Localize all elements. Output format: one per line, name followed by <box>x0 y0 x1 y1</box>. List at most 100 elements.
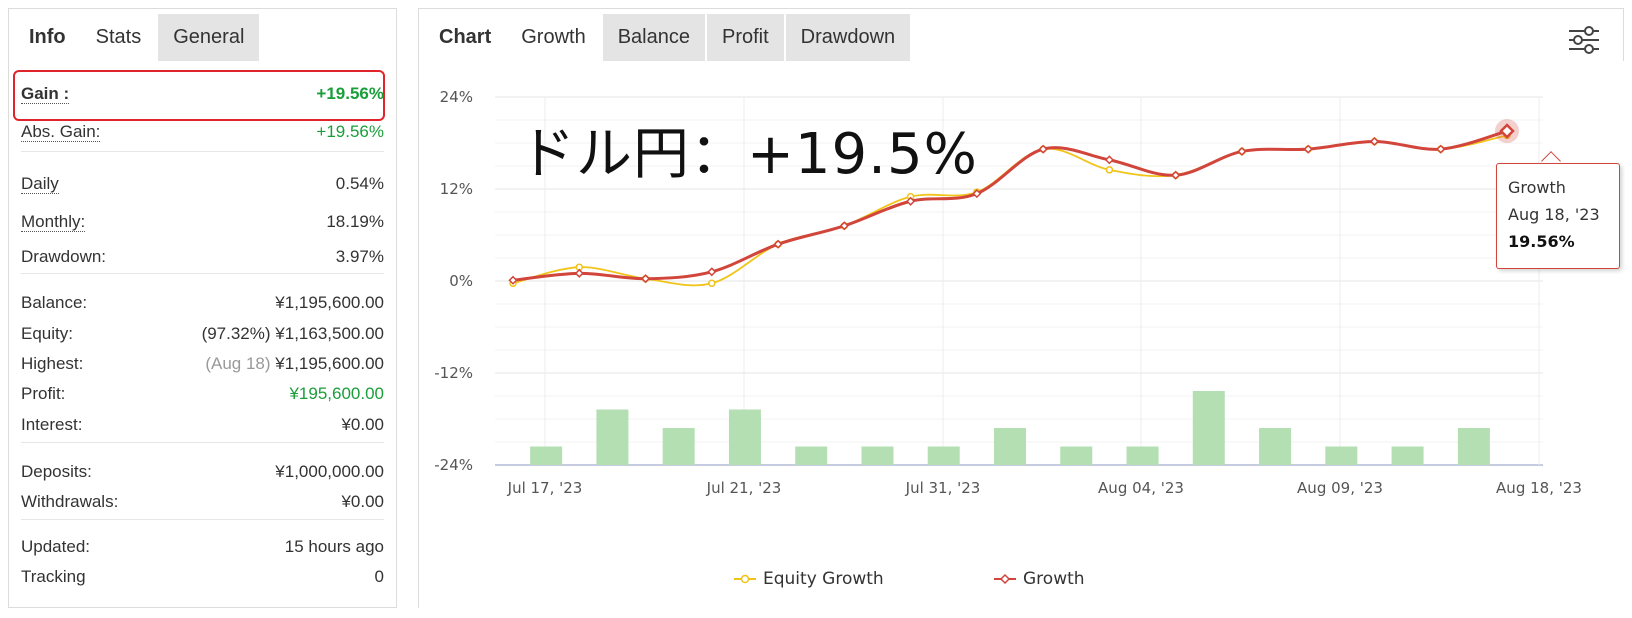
stat-row-monthly: Monthly: 18.19% <box>21 206 384 238</box>
profit-label: Profit: <box>21 384 66 403</box>
withdrawals-label: Withdrawals: <box>21 492 119 511</box>
x-tick-label: Jul 31, '23 <box>905 479 981 497</box>
stat-row-tracking: Tracking 0 <box>21 561 384 593</box>
left-tabbar: Info Stats General <box>9 9 260 61</box>
volume-bar <box>662 428 695 465</box>
gain-highlight-box <box>13 70 385 121</box>
y-tick-label: 0% <box>449 272 473 290</box>
gain-value: +19.56% <box>316 84 384 103</box>
growth-point <box>508 275 518 285</box>
y-tick-label: 24% <box>440 88 473 106</box>
growth-chart: 24% 12% 0% -12% -24% Jul 17, '23 Jul 21, '23 Ju… <box>419 61 1625 609</box>
overlay-title: ドル円：+19.5% <box>519 122 978 187</box>
divider <box>21 442 384 443</box>
growth-point <box>574 268 584 278</box>
tracking-value: 0 <box>374 567 384 586</box>
divider <box>21 519 384 520</box>
x-tick-label: Aug 18, '23 <box>1496 479 1582 497</box>
tab-drawdown[interactable]: Drawdown <box>785 14 911 61</box>
interest-value: ¥0.00 <box>341 415 384 434</box>
growth-point <box>839 221 849 231</box>
growth-chart-svg[interactable]: 24% 12% 0% -12% -24% Jul 17, '23 Jul 21, '23 Ju… <box>419 61 1625 609</box>
stat-row-daily: Daily 0.54% <box>21 168 384 200</box>
drawdown-label: Drawdown: <box>21 247 107 266</box>
x-tick-label: Jul 21, '23 <box>706 479 782 497</box>
tab-growth[interactable]: Growth <box>506 14 601 61</box>
y-tick-label: -24% <box>434 456 473 474</box>
tab-balance[interactable]: Balance <box>602 14 705 61</box>
stat-row-drawdown: Drawdown: 3.97% <box>21 241 384 273</box>
growth-point <box>972 189 982 199</box>
tooltip-series: Growth <box>1508 178 1566 197</box>
daily-label[interactable]: Daily <box>21 173 59 195</box>
equity-value-group: (97.32%) ¥1,163,500.00 <box>202 324 384 344</box>
stat-row-deposits: Deposits: ¥1,000,000.00 <box>21 456 384 488</box>
monthly-label[interactable]: Monthly: <box>21 211 86 233</box>
drawdown-value: 3.97% <box>335 247 384 266</box>
legend-equity-growth-label: Equity Growth <box>763 569 884 589</box>
volume-bar <box>1126 446 1159 465</box>
tracking-label: Tracking <box>21 567 86 586</box>
chart-panel: Chart Growth Balance Profit Drawdown 24%… <box>418 8 1625 609</box>
volume-bar <box>1259 428 1292 465</box>
profit-value: ¥195,600.00 <box>289 384 384 403</box>
growth-point-highlighted <box>1499 123 1515 139</box>
legend-equity-growth[interactable]: Equity Growth <box>734 569 884 589</box>
tooltip-date: Aug 18, '23 <box>1508 205 1600 224</box>
deposits-label: Deposits: <box>21 462 92 481</box>
sliders-icon <box>1569 26 1599 54</box>
growth-point <box>640 274 651 284</box>
x-tick-label: Aug 04, '23 <box>1098 479 1184 497</box>
volume-bar <box>927 446 960 465</box>
volume-bar <box>1325 446 1358 465</box>
stats-panel: Info Stats General Gain : +19.56% Abs. G… <box>8 8 397 608</box>
growth-point <box>1303 144 1313 154</box>
tab-profit[interactable]: Profit <box>706 14 784 61</box>
legend-growth[interactable]: Growth <box>994 569 1085 589</box>
tab-stats[interactable]: Stats <box>80 14 157 61</box>
y-tick-label: -12% <box>434 364 473 382</box>
legend-growth-label: Growth <box>1023 569 1085 589</box>
gain-label[interactable]: Gain : <box>21 83 70 105</box>
balance-label: Balance: <box>21 293 88 312</box>
chart-settings-button[interactable] <box>1567 25 1601 55</box>
highest-label: Highest: <box>21 354 84 373</box>
updated-label: Updated: <box>21 537 90 556</box>
equity-growth-marker-icon <box>734 574 756 584</box>
interest-label: Interest: <box>21 415 83 434</box>
equity-growth-point <box>708 279 716 288</box>
x-tick-label: Aug 09, '23 <box>1297 479 1383 497</box>
highest-value: ¥1,195,600.00 <box>275 354 384 373</box>
deposits-value: ¥1,000,000.00 <box>275 462 384 481</box>
stat-row-highest: Highest: (Aug 18) ¥1,195,600.00 <box>21 348 384 380</box>
tab-general[interactable]: General <box>158 14 260 61</box>
divider <box>21 273 384 274</box>
tooltip-value: 19.56% <box>1508 232 1575 251</box>
volume-bar <box>596 409 629 465</box>
growth-marker-icon <box>994 574 1016 584</box>
volume-bar <box>1192 391 1225 465</box>
stat-row-balance: Balance: ¥1,195,600.00 <box>21 287 384 319</box>
withdrawals-value: ¥0.00 <box>341 492 384 511</box>
chart-tab-label: Chart <box>439 26 492 48</box>
stat-row-equity: Equity: (97.32%) ¥1,163,500.00 <box>21 318 384 350</box>
volume-bar <box>1391 446 1424 465</box>
divider <box>21 151 384 152</box>
growth-point <box>707 267 717 277</box>
equity-percent: (97.32%) <box>201 324 271 343</box>
abs-gain-label[interactable]: Abs. Gain: <box>21 121 101 143</box>
updated-value: 15 hours ago <box>284 537 384 556</box>
highest-date: (Aug 18) <box>205 354 271 373</box>
stat-row-abs-gain: Abs. Gain: +19.56% <box>21 116 384 148</box>
growth-point <box>1171 170 1181 180</box>
stat-row-withdrawals: Withdrawals: ¥0.00 <box>21 486 384 518</box>
stat-row-gain: Gain : +19.56% <box>21 78 384 110</box>
y-tick-label: 12% <box>440 180 473 198</box>
growth-point <box>1369 136 1380 147</box>
stat-row-interest: Interest: ¥0.00 <box>21 409 384 441</box>
x-tick-label: Jul 17, '23 <box>507 479 583 497</box>
growth-point <box>773 239 783 249</box>
volume-bar <box>994 428 1026 465</box>
stat-row-profit: Profit: ¥195,600.00 <box>21 378 384 410</box>
volume-bar <box>1060 446 1093 465</box>
